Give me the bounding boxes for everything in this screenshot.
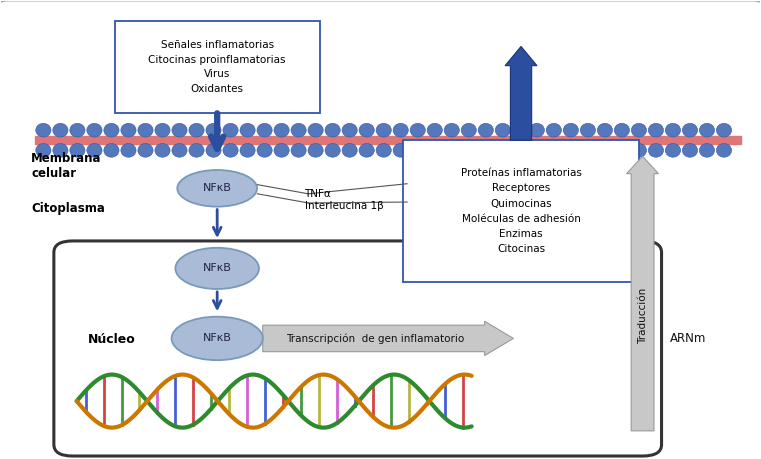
- Ellipse shape: [512, 144, 527, 157]
- Ellipse shape: [155, 144, 170, 157]
- Ellipse shape: [121, 123, 136, 137]
- Text: NFκB: NFκB: [202, 333, 231, 343]
- Ellipse shape: [495, 123, 511, 137]
- Ellipse shape: [342, 123, 357, 137]
- Text: NFκB: NFκB: [202, 183, 231, 193]
- Ellipse shape: [597, 123, 613, 137]
- Ellipse shape: [325, 144, 340, 157]
- Ellipse shape: [87, 144, 102, 157]
- Ellipse shape: [175, 248, 259, 289]
- FancyBboxPatch shape: [403, 140, 638, 282]
- Ellipse shape: [172, 317, 263, 360]
- Ellipse shape: [699, 144, 715, 157]
- Ellipse shape: [240, 123, 255, 137]
- Ellipse shape: [177, 170, 257, 207]
- Ellipse shape: [308, 144, 323, 157]
- Ellipse shape: [597, 144, 613, 157]
- Ellipse shape: [495, 144, 511, 157]
- Ellipse shape: [461, 123, 476, 137]
- Ellipse shape: [155, 123, 170, 137]
- Text: Proteínas inflamatorias
Receptores
Quimocinas
Moléculas de adhesión
Enzimas
Cito: Proteínas inflamatorias Receptores Quimo…: [460, 168, 581, 254]
- Ellipse shape: [257, 123, 272, 137]
- Ellipse shape: [70, 144, 85, 157]
- FancyBboxPatch shape: [115, 21, 320, 113]
- Text: Traducción: Traducción: [638, 287, 648, 344]
- Ellipse shape: [546, 123, 562, 137]
- Ellipse shape: [478, 123, 493, 137]
- Ellipse shape: [359, 144, 374, 157]
- Text: Transcripción  de gen inflamatorio: Transcripción de gen inflamatorio: [286, 333, 465, 344]
- Ellipse shape: [393, 123, 409, 137]
- Ellipse shape: [546, 144, 562, 157]
- Ellipse shape: [614, 123, 629, 137]
- Ellipse shape: [716, 144, 731, 157]
- Ellipse shape: [121, 144, 136, 157]
- Ellipse shape: [53, 123, 68, 137]
- Ellipse shape: [444, 144, 460, 157]
- Ellipse shape: [274, 144, 289, 157]
- Ellipse shape: [699, 123, 715, 137]
- Ellipse shape: [581, 123, 595, 137]
- Ellipse shape: [189, 144, 204, 157]
- Ellipse shape: [103, 123, 119, 137]
- Ellipse shape: [206, 144, 221, 157]
- Ellipse shape: [683, 123, 698, 137]
- Ellipse shape: [240, 144, 255, 157]
- Ellipse shape: [614, 144, 629, 157]
- Ellipse shape: [189, 123, 204, 137]
- Ellipse shape: [376, 123, 391, 137]
- Ellipse shape: [716, 123, 731, 137]
- Ellipse shape: [70, 123, 85, 137]
- Ellipse shape: [325, 123, 340, 137]
- Text: Citoplasma: Citoplasma: [31, 202, 105, 215]
- Ellipse shape: [665, 123, 680, 137]
- FancyBboxPatch shape: [54, 241, 661, 456]
- FancyArrow shape: [263, 321, 514, 356]
- Ellipse shape: [648, 144, 664, 157]
- Ellipse shape: [87, 123, 102, 137]
- Ellipse shape: [410, 123, 425, 137]
- Text: Señales inflamatorias
Citocinas proinflamatorias
Virus
Oxidantes: Señales inflamatorias Citocinas proinfla…: [148, 40, 286, 94]
- Ellipse shape: [393, 144, 409, 157]
- Ellipse shape: [376, 144, 391, 157]
- Ellipse shape: [444, 123, 460, 137]
- Ellipse shape: [427, 144, 442, 157]
- Ellipse shape: [359, 123, 374, 137]
- Ellipse shape: [512, 123, 527, 137]
- Ellipse shape: [342, 144, 357, 157]
- Ellipse shape: [206, 123, 221, 137]
- Text: TNFα
Interleucina 1β: TNFα Interleucina 1β: [304, 189, 384, 211]
- Text: ARNm: ARNm: [670, 332, 706, 345]
- Ellipse shape: [648, 123, 664, 137]
- Ellipse shape: [632, 123, 647, 137]
- Ellipse shape: [223, 144, 238, 157]
- Text: Núcleo: Núcleo: [88, 333, 135, 346]
- Ellipse shape: [138, 144, 153, 157]
- Ellipse shape: [257, 144, 272, 157]
- Ellipse shape: [427, 123, 442, 137]
- Ellipse shape: [563, 123, 578, 137]
- FancyArrow shape: [505, 46, 537, 140]
- Ellipse shape: [291, 144, 306, 157]
- Ellipse shape: [581, 144, 595, 157]
- Ellipse shape: [683, 144, 698, 157]
- Ellipse shape: [172, 144, 187, 157]
- Ellipse shape: [138, 123, 153, 137]
- Ellipse shape: [172, 123, 187, 137]
- Ellipse shape: [308, 123, 323, 137]
- Ellipse shape: [529, 123, 544, 137]
- Ellipse shape: [53, 144, 68, 157]
- Ellipse shape: [274, 123, 289, 137]
- Ellipse shape: [223, 123, 238, 137]
- Ellipse shape: [461, 144, 476, 157]
- Ellipse shape: [36, 123, 51, 137]
- Text: Membrana
celular: Membrana celular: [31, 152, 101, 180]
- Ellipse shape: [478, 144, 493, 157]
- Ellipse shape: [291, 123, 306, 137]
- Text: NFκB: NFκB: [202, 263, 231, 274]
- Ellipse shape: [36, 144, 51, 157]
- Ellipse shape: [103, 144, 119, 157]
- Ellipse shape: [529, 144, 544, 157]
- Ellipse shape: [410, 144, 425, 157]
